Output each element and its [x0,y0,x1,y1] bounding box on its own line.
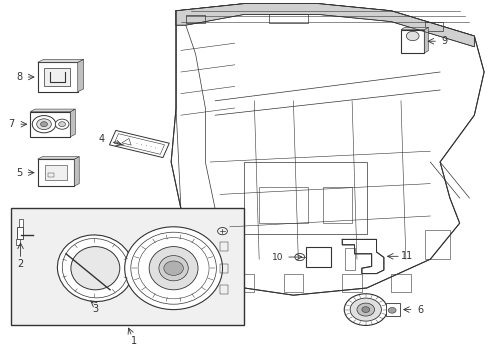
Polygon shape [342,239,383,274]
Bar [268,14,307,23]
Ellipse shape [71,247,120,290]
Circle shape [387,307,395,313]
Ellipse shape [57,235,133,301]
Circle shape [406,31,418,41]
Polygon shape [70,109,75,137]
Polygon shape [171,4,483,295]
Bar [17,227,23,239]
Circle shape [349,298,381,321]
Bar [38,62,78,92]
Bar [16,239,20,245]
Circle shape [41,122,47,127]
Bar [220,285,227,294]
Bar [114,134,164,154]
Circle shape [163,261,183,275]
Polygon shape [30,109,75,112]
Circle shape [344,294,386,325]
Circle shape [361,307,369,312]
Text: 4: 4 [98,134,104,144]
Bar [259,187,307,223]
Bar [38,159,74,186]
Bar [400,30,424,53]
Circle shape [37,119,51,130]
Polygon shape [424,27,427,53]
Text: 5: 5 [16,168,22,177]
Bar [305,247,330,267]
Polygon shape [78,59,83,92]
Text: 11: 11 [400,251,413,261]
Bar [283,274,303,292]
Bar [43,68,70,86]
Circle shape [356,303,374,316]
Text: 9: 9 [440,36,446,46]
Text: 1: 1 [131,336,137,346]
Bar [220,264,227,273]
Polygon shape [38,59,83,62]
Bar [244,162,366,234]
Bar [109,130,169,158]
Bar [11,208,244,325]
Text: 3: 3 [92,304,98,314]
Ellipse shape [159,256,188,281]
Text: 2: 2 [18,259,23,269]
Polygon shape [176,4,473,47]
Bar [19,219,23,227]
Bar [48,173,54,177]
Text: 7: 7 [9,119,15,129]
Text: 10: 10 [271,253,283,261]
Bar [45,165,67,180]
Bar [128,254,134,261]
Bar [234,274,254,292]
Bar [390,274,410,292]
Bar [342,274,361,292]
Bar [386,303,399,316]
Bar [425,22,442,31]
Bar [30,112,70,137]
Circle shape [59,122,65,127]
Bar [185,15,205,23]
Bar [322,187,351,223]
Bar [425,230,449,259]
Circle shape [55,119,69,129]
Bar [344,248,354,270]
Bar [128,275,134,283]
Polygon shape [400,27,427,30]
Polygon shape [38,157,79,159]
Bar [220,242,227,251]
Text: 6: 6 [417,305,423,315]
Circle shape [294,253,304,261]
Circle shape [32,116,56,133]
Polygon shape [74,157,79,186]
Text: 8: 8 [16,72,22,82]
Ellipse shape [149,247,198,290]
Ellipse shape [124,227,222,310]
